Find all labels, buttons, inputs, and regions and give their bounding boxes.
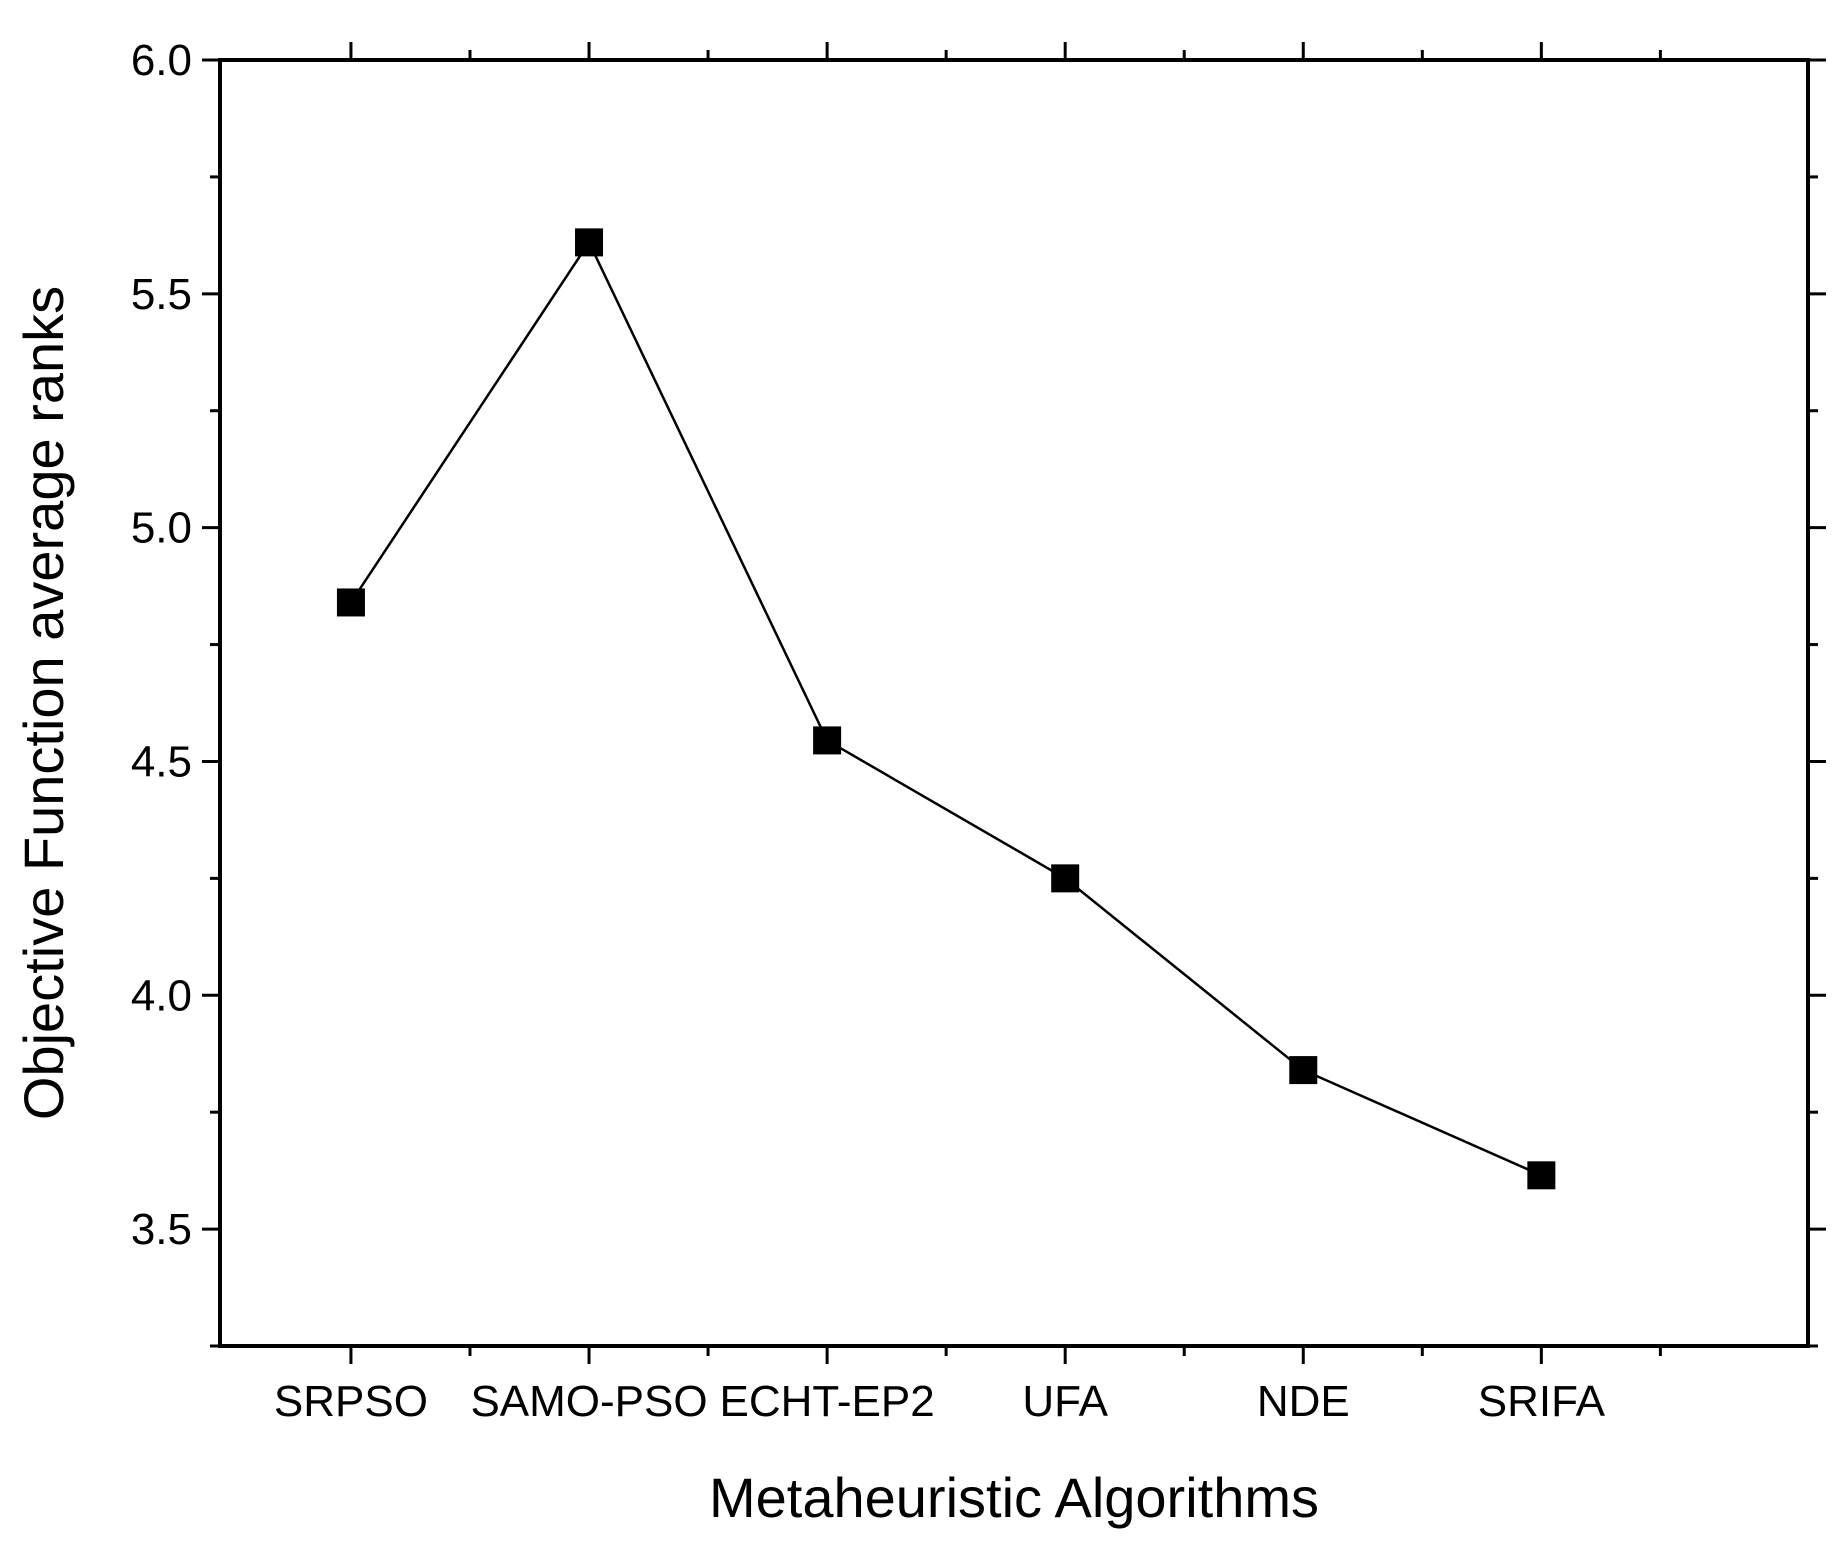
y-tick-label: 5.0 (131, 504, 192, 553)
data-point-echt-ep2 (813, 726, 842, 755)
x-tick-label: ECHT-EP2 (720, 1377, 935, 1426)
y-tick-label: 6.0 (131, 36, 192, 85)
y-tick-label: 3.5 (131, 1205, 192, 1254)
data-point-ufa (1051, 864, 1080, 893)
data-point-srifa (1527, 1161, 1556, 1190)
y-axis-title: Objective Function average ranks (12, 286, 75, 1120)
axis-ticks: 3.5 4.0 4.5 5.0 5.5 6.0 SRPSO SAMO-PSO ECHT-EP2 U… (131, 36, 1826, 1426)
x-tick-label: UFA (1022, 1377, 1108, 1426)
plot-frame (218, 58, 1810, 1348)
data-point-nde (1289, 1056, 1318, 1085)
y-tick-label: 5.5 (131, 270, 192, 319)
data-point-srpso (336, 588, 365, 617)
x-tick-label: NDE (1257, 1377, 1350, 1426)
y-tick-label: 4.5 (131, 737, 192, 786)
x-tick-label: SRIFA (1478, 1377, 1606, 1426)
series-line (349, 239, 1542, 1177)
x-tick-label: SAMO-PSO (470, 1377, 707, 1426)
x-axis-title: Metaheuristic Algorithms (709, 1466, 1319, 1529)
y-tick-label: 4.0 (131, 971, 192, 1020)
series-group (336, 228, 1556, 1190)
x-tick-label: SRPSO (274, 1377, 428, 1426)
data-point-samo-pso (575, 228, 604, 257)
